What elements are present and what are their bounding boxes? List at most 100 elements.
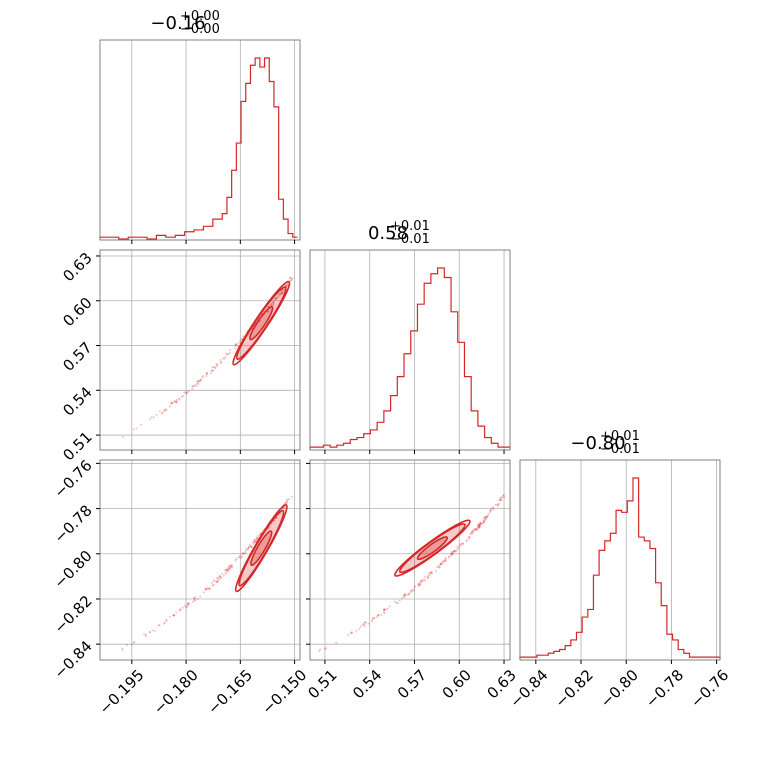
- scatter-point: [212, 583, 215, 586]
- scatter-point: [145, 635, 148, 638]
- scatter-point: [402, 593, 405, 596]
- scatter-point: [230, 563, 233, 566]
- scatter-point: [238, 556, 241, 559]
- scatter-point: [151, 629, 154, 632]
- scatter-point: [418, 583, 421, 586]
- scatter-point: [149, 631, 152, 634]
- scatter-point: [454, 549, 457, 552]
- scatter-point: [208, 587, 211, 590]
- scatter-point: [476, 525, 479, 528]
- scatter-point: [170, 401, 173, 404]
- scatter-point: [268, 304, 271, 307]
- scatter-point: [259, 532, 262, 535]
- scatter-point: [502, 494, 505, 497]
- scatter-point: [491, 507, 494, 510]
- scatter-point: [270, 302, 273, 305]
- param-title-err-minus-2: −0.01: [600, 442, 640, 457]
- scatter-point: [248, 544, 251, 547]
- param-title-value-1: 0.58: [368, 223, 408, 244]
- scatter-point: [152, 416, 155, 419]
- scatter-point: [439, 563, 442, 566]
- scatter-point: [187, 602, 190, 605]
- scatter-point: [253, 538, 256, 541]
- x-tick-label: 0.51: [304, 666, 340, 702]
- axes-frame: [519, 459, 721, 661]
- scatter-point: [163, 409, 166, 412]
- scatter-point: [447, 556, 450, 559]
- scatter-point: [456, 545, 459, 548]
- scatter-point: [173, 401, 176, 403]
- scatter-point: [452, 550, 455, 553]
- scatter-point: [486, 516, 489, 519]
- scatter-point: [229, 564, 232, 567]
- scatter-point: [371, 620, 374, 623]
- scatter-point: [358, 627, 361, 630]
- scatter-point: [367, 622, 370, 625]
- scatter-point: [198, 380, 201, 383]
- scatter-point: [205, 587, 208, 590]
- scatter-point: [485, 516, 488, 519]
- scatter-point: [229, 566, 232, 569]
- param-title-err-plus-1: +0.01: [390, 219, 430, 234]
- scatter-point: [247, 547, 250, 550]
- scatter-point: [441, 560, 444, 563]
- scatter-point: [480, 522, 483, 525]
- scatter-point: [412, 589, 415, 592]
- scatter-point: [226, 569, 229, 572]
- scatter-point: [165, 619, 168, 622]
- scatter-point: [438, 566, 441, 569]
- scatter-point: [384, 608, 387, 611]
- scatter-point: [185, 605, 188, 608]
- scatter-point: [275, 296, 278, 299]
- scatter-point: [439, 563, 442, 566]
- scatter-point: [439, 563, 442, 566]
- y-tick-label: −0.84: [50, 637, 95, 682]
- scatter-point: [426, 575, 429, 578]
- scatter-point: [274, 298, 277, 301]
- scatter-point: [163, 410, 166, 413]
- scatter-point: [377, 614, 380, 617]
- scatter-point: [466, 539, 469, 542]
- y-tick-label: 0.51: [59, 428, 95, 464]
- scatter-point: [451, 553, 454, 556]
- x-tick-label: −0.180: [150, 666, 202, 718]
- scatter-point: [211, 366, 214, 369]
- y-tick-label: −0.82: [50, 592, 95, 637]
- scatter-point: [185, 392, 188, 395]
- scatter-point: [171, 402, 174, 405]
- scatter-point: [255, 536, 258, 539]
- scatter-point: [197, 382, 200, 385]
- scatter-point: [122, 648, 124, 651]
- scatter-point: [486, 514, 489, 517]
- param-title-err-plus-0: +0.00: [180, 9, 220, 24]
- scatter-point: [417, 582, 420, 585]
- scatter-point: [234, 559, 237, 562]
- scatter-point: [428, 574, 431, 577]
- x-tick-label: 0.60: [439, 666, 475, 702]
- scatter-point: [155, 413, 158, 416]
- scatter-point: [284, 283, 287, 286]
- scatter-point: [205, 587, 208, 590]
- scatter-point: [474, 527, 477, 530]
- scatter-point: [254, 540, 257, 543]
- scatter-point: [468, 536, 471, 539]
- scatter-point: [376, 615, 378, 618]
- scatter-point: [450, 552, 453, 555]
- scatter-point: [256, 538, 259, 541]
- scatter-point: [228, 564, 231, 567]
- scatter-point: [255, 537, 258, 540]
- scatter-point: [499, 496, 502, 499]
- scatter-point: [277, 292, 280, 295]
- scatter-point: [222, 574, 225, 577]
- scatter-point: [216, 580, 219, 583]
- scatter-point: [412, 588, 415, 591]
- scatter-point: [441, 561, 444, 564]
- scatter-point: [388, 605, 391, 608]
- scatter-content: [122, 276, 294, 438]
- scatter-point: [272, 302, 275, 305]
- scatter-point: [206, 371, 209, 374]
- scatter-point: [371, 618, 374, 621]
- scatter-point: [479, 521, 482, 524]
- scatter-point: [193, 599, 196, 602]
